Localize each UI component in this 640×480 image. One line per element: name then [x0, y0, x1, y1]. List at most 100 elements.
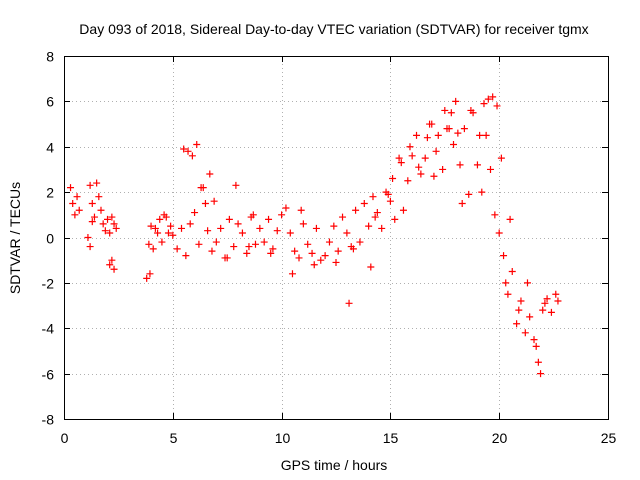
data-point: [193, 140, 201, 148]
data-point: [441, 106, 449, 114]
data-point: [282, 204, 290, 212]
data-point: [310, 261, 318, 269]
data-point: [349, 245, 357, 253]
data-point: [521, 329, 529, 337]
y-tick-label: 8: [46, 49, 54, 65]
data-point: [86, 181, 94, 189]
y-tick-label: -4: [42, 321, 55, 337]
data-point: [88, 218, 96, 226]
data-point: [230, 243, 238, 251]
data-point: [212, 238, 220, 246]
data-point: [404, 177, 412, 185]
data-point: [513, 320, 521, 328]
chart-grid: [64, 56, 608, 419]
data-point: [486, 165, 494, 173]
data-point: [86, 243, 94, 251]
data-point: [523, 279, 531, 287]
data-point: [147, 222, 155, 230]
data-point: [445, 125, 453, 133]
y-tick-label: 4: [46, 140, 54, 156]
y-tick-label: -2: [42, 276, 55, 292]
data-point: [530, 336, 538, 344]
data-point: [408, 152, 416, 160]
data-point: [245, 243, 253, 251]
data-point: [97, 206, 105, 214]
data-point: [186, 220, 194, 228]
data-point: [504, 290, 512, 298]
data-point: [502, 279, 510, 287]
data-point: [389, 175, 397, 183]
data-point: [191, 209, 199, 217]
y-tick-labels: -8 -6 -4 -2 0 2 4 6 8: [42, 49, 55, 428]
data-point: [421, 154, 429, 162]
data-point: [201, 199, 209, 207]
y-tick-label: -8: [42, 412, 55, 428]
y-tick-label: 6: [46, 94, 54, 110]
data-point: [110, 220, 118, 228]
data-point: [367, 263, 375, 271]
data-point: [399, 206, 407, 214]
data-point: [145, 240, 153, 248]
data-point: [395, 154, 403, 162]
data-point: [493, 102, 501, 110]
data-point: [460, 125, 468, 133]
data-point: [478, 188, 486, 196]
data-point: [160, 211, 168, 219]
data-point: [225, 215, 233, 223]
x-tick-label: 15: [383, 430, 399, 446]
data-point: [352, 206, 360, 214]
data-point: [430, 172, 438, 180]
data-point: [106, 261, 114, 269]
data-point: [265, 215, 273, 223]
data-point: [210, 197, 218, 205]
data-point: [71, 211, 79, 219]
data-point: [88, 199, 96, 207]
data-point: [267, 249, 275, 257]
data-point: [539, 306, 547, 314]
data-point: [415, 163, 423, 171]
data-point: [238, 229, 246, 237]
data-point: [378, 224, 386, 232]
data-point: [297, 206, 305, 214]
data-point: [497, 154, 505, 162]
data-point: [99, 220, 107, 228]
data-point: [397, 159, 405, 167]
x-tick-label: 25: [601, 430, 617, 446]
data-point: [456, 161, 464, 169]
data-point: [452, 97, 460, 105]
data-point: [75, 206, 83, 214]
x-axis-label: GPS time / hours: [281, 457, 388, 473]
data-point: [384, 190, 392, 198]
data-point: [343, 229, 351, 237]
data-point: [339, 213, 347, 221]
data-point: [291, 247, 299, 255]
data-point: [482, 131, 490, 139]
data-point: [321, 252, 329, 260]
data-points: [67, 93, 562, 378]
data-point: [360, 199, 368, 207]
data-point: [508, 268, 516, 276]
x-tick-labels: 0 5 10 15 20 25: [61, 430, 617, 446]
data-point: [234, 220, 242, 228]
data-point: [182, 252, 190, 260]
data-point: [295, 254, 303, 262]
data-point: [345, 299, 353, 307]
data-point: [223, 254, 231, 262]
data-point: [491, 211, 499, 219]
data-point: [332, 258, 340, 266]
data-point: [465, 190, 473, 198]
data-point: [204, 227, 212, 235]
data-point: [243, 249, 251, 257]
data-point: [93, 179, 101, 187]
data-point: [506, 215, 514, 223]
data-point: [151, 224, 159, 232]
data-point: [164, 229, 172, 237]
data-point: [188, 152, 196, 160]
data-point: [434, 131, 442, 139]
data-point: [334, 247, 342, 255]
data-point: [197, 184, 205, 192]
data-point: [532, 342, 540, 350]
data-point: [484, 95, 492, 103]
y-tick-label: 2: [46, 185, 54, 201]
